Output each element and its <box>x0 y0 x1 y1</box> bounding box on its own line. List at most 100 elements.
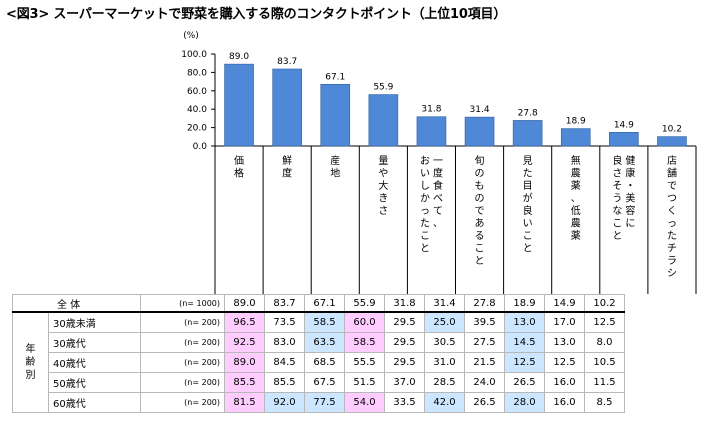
y-axis-unit-label: (%) <box>183 31 199 41</box>
table-cell: 16.0 <box>544 372 585 393</box>
bar <box>272 68 302 147</box>
table-cell: 31.4 <box>424 294 465 313</box>
category-label: 良さそうなこと <box>612 154 622 242</box>
bar <box>657 136 687 147</box>
table-cell: 8.5 <box>584 392 625 413</box>
table-cell: 26.5 <box>504 372 545 393</box>
table-cell: 85.5 <box>264 372 305 393</box>
row-label: 30歳未満 <box>48 311 141 333</box>
table-cell: 83.7 <box>264 294 305 313</box>
bar <box>416 116 447 147</box>
table-cell: 28.0 <box>504 392 545 413</box>
category-label: 無農薬、低農薬 <box>571 154 581 242</box>
y-tick-label: 100.0 <box>181 50 207 60</box>
table-cell: 37.0 <box>384 372 425 393</box>
table-cell: 73.5 <box>264 311 305 333</box>
table-cell: 10.5 <box>584 352 625 373</box>
y-tick-label: 0.0 <box>193 142 208 152</box>
sample-size: (n= 200) <box>140 372 225 393</box>
row-label: 60歳代 <box>48 392 141 413</box>
table-cell: 92.0 <box>264 392 305 413</box>
table-cell: 58.5 <box>344 332 385 353</box>
table-cell: 26.5 <box>464 392 505 413</box>
table-cell: 33.5 <box>384 392 425 413</box>
table-cell: 21.5 <box>464 352 505 373</box>
table-cell: 27.8 <box>464 294 505 313</box>
sample-size: (n= 200) <box>140 352 225 373</box>
category-label: 価格 <box>234 154 244 180</box>
table-cell: 89.0 <box>224 352 265 373</box>
bar <box>368 94 399 147</box>
table-cell: 84.5 <box>264 352 305 373</box>
category-label: 健康・美容に <box>625 155 635 230</box>
table-cell: 29.5 <box>384 332 425 353</box>
table-cell: 30.5 <box>424 332 465 353</box>
row-label: 30歳代 <box>48 332 141 353</box>
table-cell: 83.0 <box>264 332 305 353</box>
table-row-total: 全 体 (n= 1000) 89.0 83.7 67.1 55.9 31.8 31.4 27.8… <box>12 294 625 313</box>
table-cell: 55.5 <box>344 352 385 373</box>
table-cell: 27.5 <box>464 332 505 353</box>
row-label: 40歳代 <box>48 352 141 373</box>
bar <box>224 63 254 147</box>
table-cell: 8.0 <box>584 332 625 353</box>
table-cell: 31.0 <box>424 352 465 373</box>
table-cell: 29.5 <box>384 311 425 333</box>
y-tick-label: 60.0 <box>187 87 207 97</box>
data-label: 31.8 <box>421 105 441 115</box>
table-cell: 54.0 <box>344 392 385 413</box>
table-cell: 92.5 <box>224 332 265 353</box>
table-cell: 67.5 <box>304 372 345 393</box>
row-label: 50歳代 <box>48 372 141 393</box>
category-label: 旬のものであること <box>475 154 485 267</box>
data-label: 55.9 <box>373 83 393 93</box>
table-cell: 17.0 <box>544 311 585 333</box>
category-label: 見た目が良いこと <box>523 155 533 255</box>
table-cell: 12.5 <box>544 352 585 373</box>
data-label: 27.8 <box>518 108 538 118</box>
data-label: 18.9 <box>566 117 586 127</box>
sample-size: (n= 1000) <box>140 294 225 313</box>
table-cell: 12.5 <box>584 311 625 333</box>
category-label: 量や大きさ <box>378 155 388 217</box>
table-cell: 31.8 <box>384 294 425 313</box>
bar <box>560 128 591 147</box>
bar <box>512 120 543 147</box>
table-cell: 24.0 <box>464 372 505 393</box>
table-cell: 14.9 <box>544 294 585 313</box>
category-label: おいしかったこと <box>420 155 430 255</box>
table-cell: 60.0 <box>344 311 385 333</box>
table-cell: 51.5 <box>344 372 385 393</box>
table-cell: 14.5 <box>504 332 545 353</box>
table-cell: 85.5 <box>224 372 265 393</box>
table-cell: 13.0 <box>544 332 585 353</box>
table-row: 40歳代 (n= 200) 89.0 84.5 68.5 55.5 29.5 31.0 21.5… <box>13 352 625 373</box>
category-label: 産地 <box>330 154 340 180</box>
table-cell: 10.2 <box>584 294 625 313</box>
sample-size: (n= 200) <box>140 392 225 413</box>
category-label: 鮮度 <box>282 154 292 180</box>
table-cell: 55.9 <box>344 294 385 313</box>
table-row: 60歳代 (n= 200) 81.5 92.0 77.5 54.0 33.5 42.0 26.5… <box>13 392 625 413</box>
table-cell: 81.5 <box>224 392 265 413</box>
bar <box>609 131 639 147</box>
table-cell: 68.5 <box>304 352 345 373</box>
bar <box>464 116 495 147</box>
table-cell: 58.5 <box>304 311 345 333</box>
data-label: 83.7 <box>277 57 297 67</box>
table-cell: 11.5 <box>584 372 625 393</box>
table-row: 年齢別 30歳未満 (n= 200) 96.5 73.5 58.5 60.0 29.5 25.0… <box>12 311 625 413</box>
group-label-age: 年齢別 <box>12 311 49 413</box>
row-label: 全 体 <box>12 294 141 313</box>
data-label: 31.4 <box>470 105 490 115</box>
chart-title: <図3> スーパーマーケットで野菜を購入する際のコンタクトポイント（上位10項目… <box>6 7 507 22</box>
data-label: 10.2 <box>662 125 682 135</box>
bar <box>320 83 351 147</box>
table-cell: 96.5 <box>224 311 265 333</box>
y-tick-label: 20.0 <box>187 124 207 134</box>
sample-size: (n= 200) <box>140 332 225 353</box>
table-cell: 25.0 <box>424 311 465 333</box>
sample-size: (n= 200) <box>140 311 225 333</box>
category-label: 店舗でつくったチラシ <box>667 154 677 280</box>
data-label: 89.0 <box>229 52 249 62</box>
